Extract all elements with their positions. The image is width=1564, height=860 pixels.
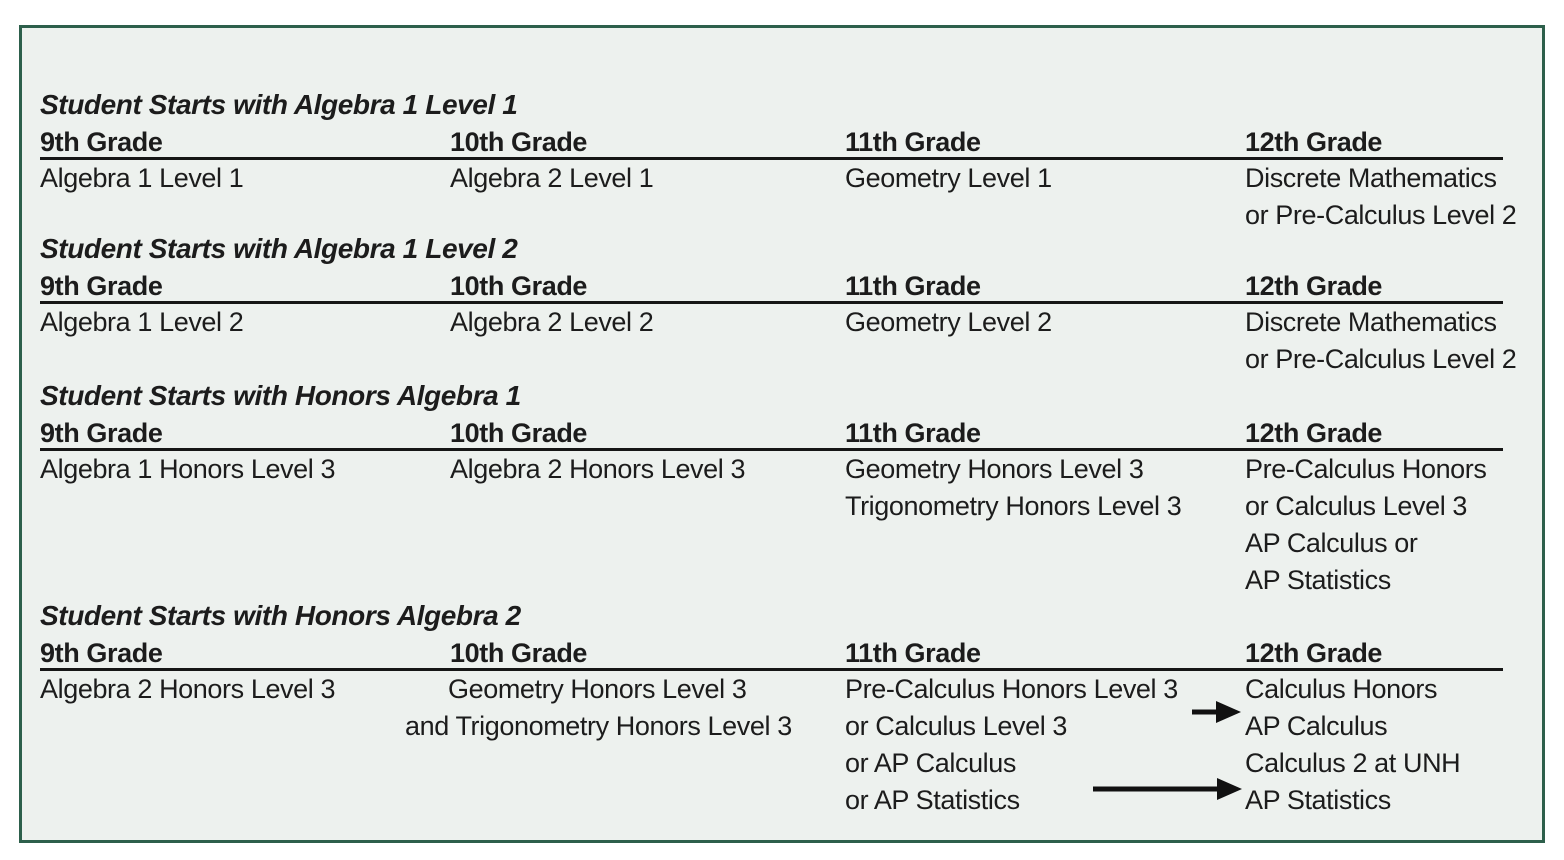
grade-header-10th: 10th Grade — [450, 127, 588, 157]
course-line: Geometry Honors Level 3 — [448, 674, 747, 704]
course-line: Algebra 2 Level 2 — [450, 307, 654, 337]
course-line: Discrete Mathematics — [1245, 163, 1497, 193]
course-line: Algebra 2 Level 1 — [450, 163, 654, 193]
course-line: Geometry Level 1 — [845, 163, 1052, 193]
section-title: Student Starts with Honors Algebra 2 — [40, 600, 521, 631]
header-rule — [40, 448, 1503, 451]
right-arrow-icon — [1192, 701, 1241, 723]
grade-header-10th: 10th Grade — [450, 418, 588, 448]
grade-header-12th: 12th Grade — [1245, 638, 1383, 668]
grade-header-9th: 9th Grade — [40, 638, 163, 668]
courses-12th: Discrete Mathematics or Pre-Calculus Lev… — [1245, 304, 1517, 378]
header-rule — [40, 668, 1503, 671]
course-line: AP Statistics — [1245, 565, 1391, 595]
grade-header-12th: 12th Grade — [1245, 127, 1383, 157]
course-line: Geometry Level 2 — [845, 307, 1052, 337]
courses-9th: Algebra 1 Honors Level 3 — [40, 451, 335, 488]
document-border-panel — [19, 25, 1545, 843]
course-line: Algebra 1 Level 1 — [40, 163, 244, 193]
course-line: Algebra 1 Honors Level 3 — [40, 454, 336, 484]
courses-12th: Discrete Mathematics or Pre-Calculus Lev… — [1245, 160, 1517, 234]
courses-11th: Geometry Level 2 — [845, 304, 1052, 341]
courses-11th: Geometry Honors Level 3 Trigonometry Hon… — [845, 451, 1182, 525]
course-line: Calculus 2 at UNH — [1245, 748, 1461, 778]
course-line: Algebra 2 Honors Level 3 — [450, 454, 746, 484]
section-title: Student Starts with Honors Algebra 1 — [40, 380, 521, 411]
grade-header-12th: 12th Grade — [1245, 271, 1383, 301]
grade-header-12th: 12th Grade — [1245, 418, 1383, 448]
course-line: Pre-Calculus Honors Level 3 — [845, 674, 1178, 704]
course-line: Geometry Honors Level 3 — [845, 454, 1144, 484]
grade-header-9th: 9th Grade — [40, 418, 163, 448]
course-line: or Calculus Level 3 — [845, 711, 1068, 741]
course-line: Algebra 2 Honors Level 3 — [40, 674, 336, 704]
course-line: or AP Calculus — [845, 748, 1016, 778]
courses-12th: Pre-Calculus Honors or Calculus Level 3 … — [1245, 451, 1487, 599]
grade-header-11th: 11th Grade — [845, 271, 981, 301]
grade-header-11th: 11th Grade — [845, 638, 981, 668]
grade-header-11th: 11th Grade — [845, 127, 981, 157]
grade-header-9th: 9th Grade — [40, 127, 163, 157]
right-arrow-icon — [1093, 778, 1242, 800]
header-rule — [40, 301, 1503, 304]
course-line: Algebra 1 Level 2 — [40, 307, 244, 337]
grade-header-10th: 10th Grade — [450, 271, 588, 301]
courses-11th: Geometry Level 1 — [845, 160, 1052, 197]
courses-10th: Algebra 2 Level 2 — [450, 304, 654, 341]
course-line: AP Calculus — [1245, 711, 1388, 741]
course-line: Pre-Calculus Honors — [1245, 454, 1487, 484]
course-line: or Pre-Calculus Level 2 — [1245, 200, 1517, 230]
grade-header-9th: 9th Grade — [40, 271, 163, 301]
courses-9th: Algebra 1 Level 2 — [40, 304, 244, 341]
courses-12th: Calculus Honors AP Calculus Calculus 2 a… — [1245, 671, 1461, 819]
course-line: or Pre-Calculus Level 2 — [1245, 344, 1517, 374]
course-line: AP Statistics — [1245, 785, 1391, 815]
courses-10th: Algebra 2 Honors Level 3 — [450, 451, 745, 488]
courses-9th: Algebra 1 Level 1 — [40, 160, 244, 197]
courses-10th: Geometry Honors Level 3 and Trigonometry… — [405, 671, 792, 745]
course-line: Trigonometry Honors Level 3 — [845, 491, 1182, 521]
course-line: or AP Statistics — [845, 785, 1020, 815]
course-line: and Trigonometry Honors Level 3 — [405, 711, 792, 741]
course-line: or Calculus Level 3 — [1245, 491, 1468, 521]
course-line: Calculus Honors — [1245, 674, 1438, 704]
grade-header-10th: 10th Grade — [450, 638, 588, 668]
courses-9th: Algebra 2 Honors Level 3 — [40, 671, 335, 708]
section-title: Student Starts with Algebra 1 Level 2 — [40, 233, 518, 264]
course-line: AP Calculus or — [1245, 528, 1418, 558]
courses-10th: Algebra 2 Level 1 — [450, 160, 654, 197]
grade-header-11th: 11th Grade — [845, 418, 981, 448]
course-line: Discrete Mathematics — [1245, 307, 1497, 337]
courses-11th: Pre-Calculus Honors Level 3 or Calculus … — [845, 671, 1178, 819]
header-rule — [40, 157, 1503, 160]
section-title: Student Starts with Algebra 1 Level 1 — [40, 89, 518, 120]
